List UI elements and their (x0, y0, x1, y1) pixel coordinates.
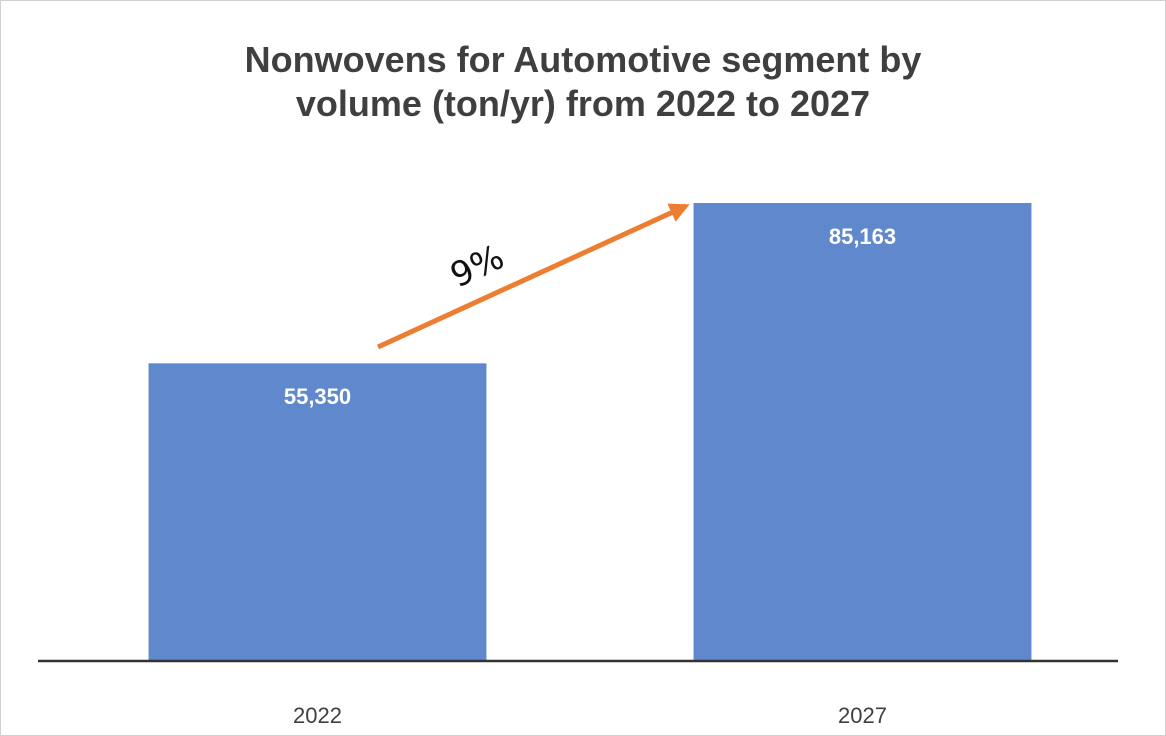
data-label: 85,163 (829, 224, 896, 249)
bar (693, 203, 1032, 661)
bar (148, 363, 487, 661)
growth-arrow (376, 203, 690, 350)
x-tick-label: 2027 (838, 703, 887, 728)
data-label: 55,350 (284, 384, 351, 409)
chart-title: Nonwovens for Automotive segment by volu… (244, 39, 922, 124)
x-tick-label: 2022 (293, 703, 342, 728)
annotation: 9% (444, 237, 510, 296)
